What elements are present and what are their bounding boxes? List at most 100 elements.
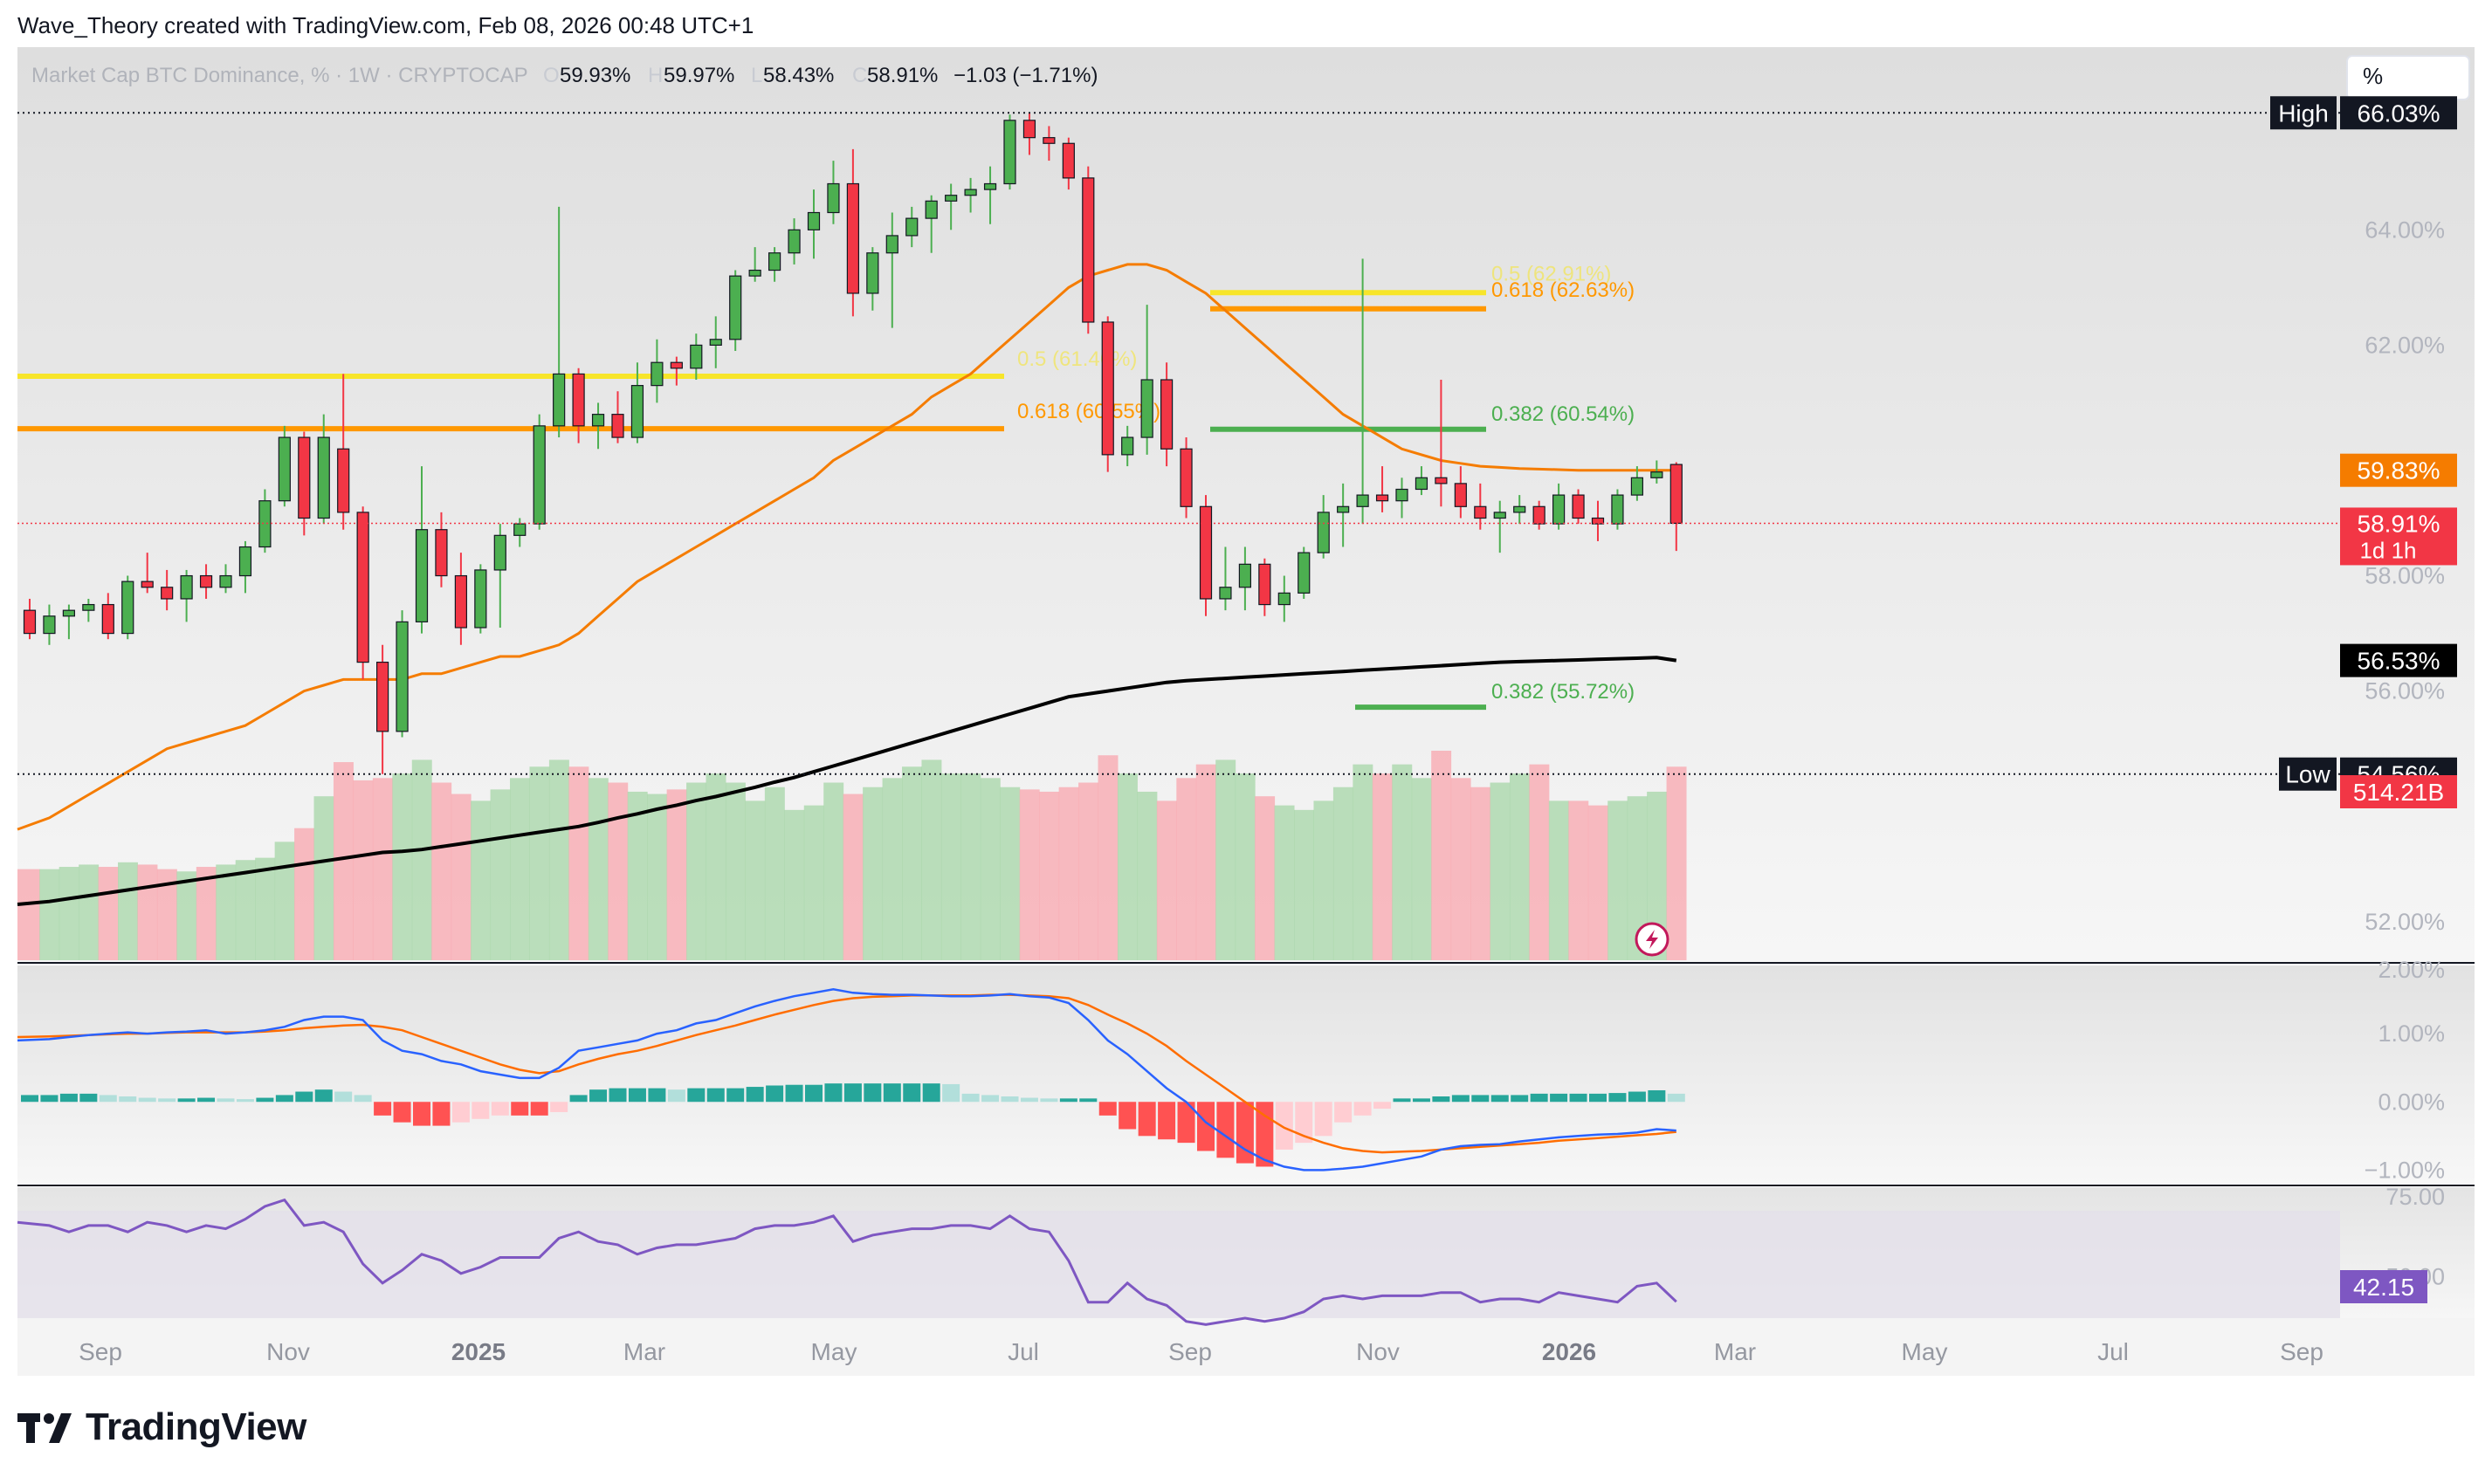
high-tag-bg [2340,96,2457,130]
legend-l-label: L [751,64,762,87]
macd-histogram-bar [119,1096,137,1103]
volume-bar [1587,805,1608,960]
candle-body [1121,436,1134,456]
volume-bar [706,773,726,960]
macd-histogram-bar [1040,1098,1058,1103]
candle-body [1337,505,1350,513]
candle-body [1454,483,1467,507]
macd-histogram-bar [1412,1098,1430,1103]
macd-histogram-bar [236,1099,254,1103]
volume-bar [1509,773,1530,960]
macd-histogram-bar [1451,1095,1470,1103]
price-axis: 52.00% 56.00% 58.00% 62.00% 64.00% 2.00% 1.00%… [2365,216,2445,1289]
volume-bar [1137,791,1158,960]
last-price-tag: 58.91% [2358,510,2440,537]
volume-layer [17,751,1687,960]
candle-body [317,436,330,519]
candle-body [82,603,95,611]
rsi-line [17,1198,1677,1326]
volume-bar [372,778,393,960]
macd-histogram-bar [393,1102,411,1123]
volume-tag: 514.21B [2353,779,2444,806]
macd-histogram-bar [1490,1095,1509,1103]
legend-o-value: 59.93% [560,64,630,87]
volume-bar [1117,773,1138,960]
macd-histogram-bar [1001,1096,1019,1103]
volume-bar [647,794,668,960]
volume-bar [216,864,237,960]
macd-histogram-bar [1393,1098,1411,1103]
volume-bar [1313,800,1334,960]
time-axis-tick: May [1902,1338,1948,1365]
time-axis-tick: Sep [2280,1338,2323,1365]
volume-bar [1450,778,1471,960]
macd-histogram-bar [530,1102,548,1116]
volume-bar [764,787,785,960]
volume-bar [411,759,432,960]
candle-body [493,534,506,571]
legend-h-label: H [648,64,663,87]
volume-bar [1195,764,1216,960]
macd-histogram-bar [1471,1095,1490,1103]
legend-c-label: C [852,64,867,87]
legend-c-value: 58.91% [867,64,938,87]
rsi-layer [17,1198,1677,1326]
macd-histogram-bar [275,1095,293,1103]
lightning-icon[interactable] [1635,922,1669,957]
macd-line [17,988,1676,1171]
macd-axis-tick: −1.00% [2365,1157,2445,1183]
candle-body [454,574,468,629]
candle-body [768,252,781,271]
macd-histogram-bar [1550,1093,1568,1103]
tradingview-logo[interactable]: TradingView [17,1405,306,1449]
candle-body [180,574,193,600]
candle-body [141,581,154,588]
volume-bar [1431,751,1452,960]
high-tag-value: 66.03% [2358,100,2440,127]
time-axis-tick: 2025 [451,1338,506,1365]
volume-bar [1568,800,1589,960]
macd-histogram-bar [1432,1096,1450,1103]
volume-bar [921,759,942,960]
macd-histogram-bar [217,1098,235,1103]
volume-bar [725,782,746,960]
candle-body [1199,505,1213,600]
fib-level-label: 0.382 (55.72%) [1491,680,1635,704]
bar-countdown: 1d 1h [2359,537,2416,563]
candle-body [611,414,624,438]
macd-histogram-bar [1353,1102,1372,1116]
macd-histogram-bar [491,1102,509,1116]
candle-body [729,275,742,340]
macd-histogram-bar [1158,1102,1176,1140]
candle-body [827,182,840,214]
volume-bar [392,773,413,960]
candle-body [1513,505,1526,513]
macd-histogram-bar [648,1088,666,1103]
volume-bar [98,867,119,960]
macd-histogram-bar [589,1089,608,1103]
price-axis-tick: 62.00% [2365,332,2445,358]
macd-histogram-bar [766,1085,784,1103]
macd-histogram-bar [432,1102,451,1126]
volume-bar [294,828,315,960]
candle-body [1532,505,1545,525]
volume-bar [471,800,492,960]
macd-histogram-bar [1608,1093,1627,1103]
macd-histogram-bar [1589,1093,1607,1103]
volume-bar [137,864,158,960]
candle-body [43,615,56,635]
candle-body [1611,494,1624,525]
macd-histogram-bar [40,1095,59,1103]
tradingview-logo-text: TradingView [86,1405,306,1448]
volume-bar [490,789,511,960]
candle-body [219,574,232,588]
volume-bar [510,778,530,960]
volume-bar [1548,800,1569,960]
macd-histogram-bar [569,1095,588,1103]
candle-body [533,425,546,525]
volume-bar [1019,789,1040,960]
macd-histogram-bar [256,1097,274,1103]
volume-bar [823,782,844,960]
candle-body [337,448,350,513]
candle-body [376,662,389,732]
